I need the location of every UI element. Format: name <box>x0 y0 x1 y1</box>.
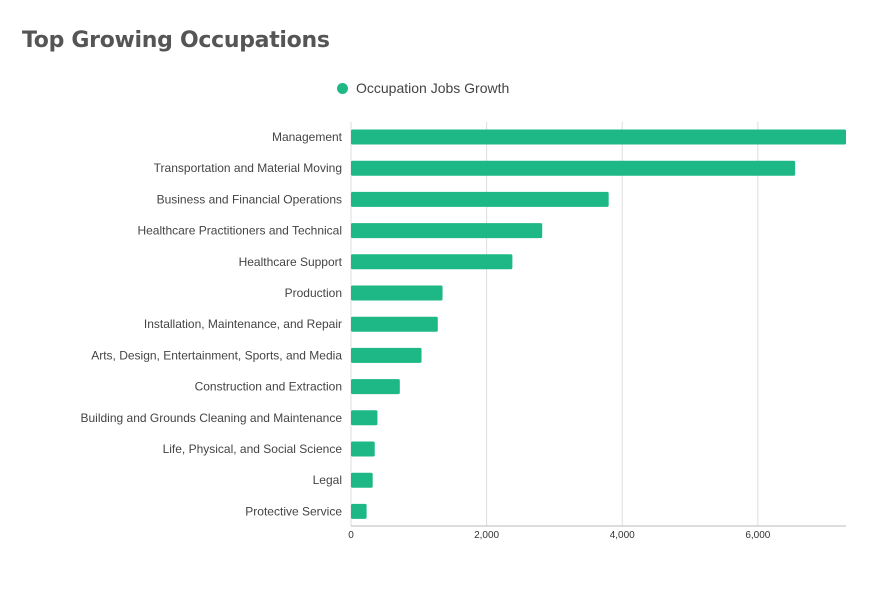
category-label: Transportation and Material Moving <box>154 161 342 175</box>
x-tick-label: 6,000 <box>745 530 770 541</box>
bar[interactable] <box>351 347 422 363</box>
category-label: Management <box>272 130 343 144</box>
x-tick-label: 4,000 <box>610 530 635 541</box>
bar[interactable] <box>351 129 846 145</box>
bar[interactable] <box>351 160 796 176</box>
category-label: Building and Grounds Cleaning and Mainte… <box>80 411 342 425</box>
bar[interactable] <box>351 254 513 270</box>
bar[interactable] <box>351 441 375 457</box>
category-label: Business and Financial Operations <box>157 192 342 206</box>
category-label: Healthcare Support <box>239 255 343 269</box>
category-label: Healthcare Practitioners and Technical <box>137 224 342 238</box>
bar[interactable] <box>351 410 378 426</box>
bar[interactable] <box>351 503 367 519</box>
bar[interactable] <box>351 223 543 239</box>
bar[interactable] <box>351 285 443 301</box>
x-tick-label: 0 <box>348 530 354 541</box>
category-label: Life, Physical, and Social Science <box>163 442 343 456</box>
x-tick-label: 2,000 <box>474 530 499 541</box>
category-label: Installation, Maintenance, and Repair <box>144 317 342 331</box>
category-label: Protective Service <box>245 504 342 518</box>
legend-swatch <box>337 82 348 94</box>
category-label: Legal <box>313 473 342 487</box>
category-label: Construction and Extraction <box>195 380 342 394</box>
chart-title: Top Growing Occupations <box>22 28 330 53</box>
category-label: Production <box>285 286 342 300</box>
bar[interactable] <box>351 316 438 332</box>
bar[interactable] <box>351 472 373 488</box>
bar[interactable] <box>351 191 609 207</box>
category-label: Arts, Design, Entertainment, Sports, and… <box>91 348 342 362</box>
legend-label: Occupation Jobs Growth <box>356 80 510 96</box>
bar[interactable] <box>351 379 400 395</box>
chart-legend[interactable]: Occupation Jobs Growth <box>337 80 509 96</box>
